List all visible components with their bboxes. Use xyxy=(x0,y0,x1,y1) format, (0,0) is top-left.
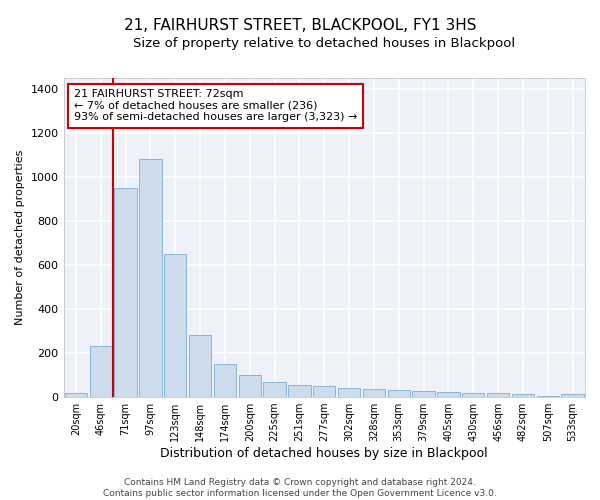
Bar xyxy=(363,390,385,397)
Text: 21, FAIRHURST STREET, BLACKPOOL, FY1 3HS: 21, FAIRHURST STREET, BLACKPOOL, FY1 3HS xyxy=(124,18,476,32)
Bar xyxy=(214,364,236,397)
Bar xyxy=(313,386,335,397)
Bar xyxy=(536,396,559,397)
Bar xyxy=(512,394,534,397)
Y-axis label: Number of detached properties: Number of detached properties xyxy=(15,150,25,326)
Bar xyxy=(189,336,211,397)
X-axis label: Distribution of detached houses by size in Blackpool: Distribution of detached houses by size … xyxy=(160,447,488,460)
Text: 21 FAIRHURST STREET: 72sqm
← 7% of detached houses are smaller (236)
93% of semi: 21 FAIRHURST STREET: 72sqm ← 7% of detac… xyxy=(74,89,358,122)
Bar xyxy=(89,346,112,397)
Bar xyxy=(388,390,410,397)
Bar xyxy=(164,254,187,397)
Bar xyxy=(487,394,509,397)
Bar xyxy=(462,392,484,397)
Bar xyxy=(263,382,286,397)
Bar xyxy=(239,375,261,397)
Text: Contains HM Land Registry data © Crown copyright and database right 2024.
Contai: Contains HM Land Registry data © Crown c… xyxy=(103,478,497,498)
Bar xyxy=(562,394,584,397)
Bar xyxy=(338,388,360,397)
Bar xyxy=(65,392,87,397)
Bar xyxy=(288,385,311,397)
Title: Size of property relative to detached houses in Blackpool: Size of property relative to detached ho… xyxy=(133,38,515,51)
Bar xyxy=(115,188,137,397)
Bar xyxy=(412,391,435,397)
Bar xyxy=(139,160,161,397)
Bar xyxy=(437,392,460,397)
